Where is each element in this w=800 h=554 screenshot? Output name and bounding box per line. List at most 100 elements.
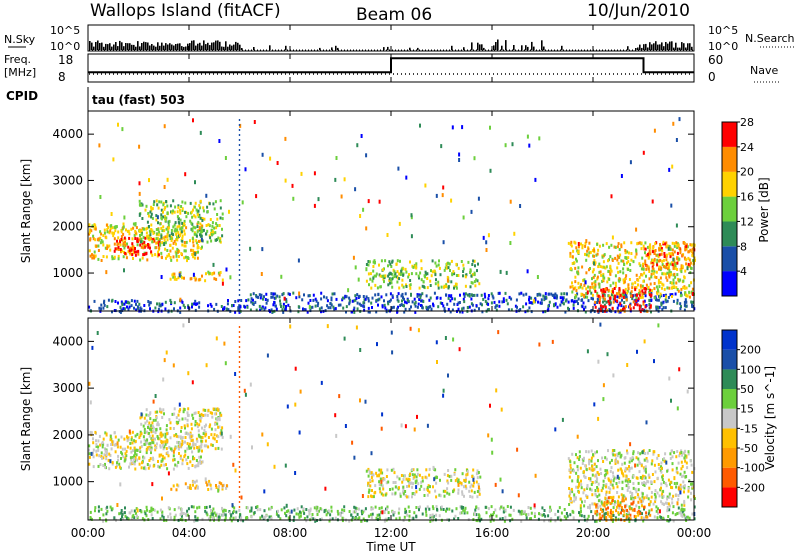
power-echo-cell: [100, 239, 103, 242]
velocity-echo-cell: [416, 472, 419, 476]
velocity-echo-cell: [595, 519, 598, 523]
power-echo-cell: [320, 297, 323, 301]
velocity-echo-cell: [648, 449, 651, 452]
velocity-echo-cell: [361, 510, 364, 514]
power-echo-cell: [238, 304, 241, 308]
power-echo-cell: [180, 252, 183, 256]
nave-tick-bottom: 0: [708, 70, 716, 84]
velocity-echo-cell: [672, 519, 675, 523]
velocity-echo-cell: [677, 506, 680, 510]
power-echo-cell: [214, 200, 217, 204]
power-echo-cell: [320, 291, 323, 295]
nsky-bar: [513, 45, 515, 50]
velocity-echo-cell: [609, 461, 611, 465]
velocity-echo-cell: [415, 490, 418, 494]
velocity-echo-cell: [476, 490, 479, 493]
power-echo-cell: [181, 243, 184, 247]
velocity-scatter-cell: [294, 366, 297, 371]
power-echo-cell: [399, 273, 402, 276]
power-echo-cell: [287, 303, 290, 307]
power-echo-cell: [190, 248, 193, 252]
velocity-echo-cell: [268, 507, 271, 511]
power-echo-cell: [353, 310, 356, 314]
power-echo-cell: [98, 306, 101, 310]
nsky-tick-top: 10^5: [50, 24, 80, 37]
power-echo-cell: [653, 270, 656, 274]
velocity-echo-cell: [464, 506, 467, 510]
power-echo-cell: [365, 295, 368, 299]
power-echo-cell: [177, 206, 180, 210]
power-echo-cell: [574, 266, 577, 270]
nsky-bar: [495, 42, 497, 50]
power-echo-cell: [673, 272, 676, 276]
velocity-echo-cell: [660, 515, 662, 519]
power-echo-cell: [164, 247, 167, 251]
velocity-echo-cell: [592, 468, 595, 472]
power-echo-cell: [634, 281, 637, 285]
power-echo-cell: [688, 258, 691, 262]
velocity-echo-cell: [471, 495, 474, 499]
power-echo-cell: [121, 238, 124, 242]
power-echo-cell: [173, 301, 176, 305]
velocity-echo-cell: [95, 439, 97, 443]
power-echo-cell: [475, 278, 478, 282]
power-echo-cell: [691, 300, 694, 304]
velocity-scatter-cell: [294, 471, 297, 475]
power-echo-cell: [468, 294, 471, 298]
power-echo-cell: [581, 244, 584, 248]
power-echo-cell: [114, 300, 117, 303]
velocity-echo-cell: [150, 437, 153, 441]
velocity-echo-cell: [297, 512, 300, 516]
power-echo-cell: [208, 202, 211, 206]
velocity-echo-cell: [268, 515, 271, 519]
velocity-echo-cell: [653, 450, 656, 454]
power-echo-cell: [433, 291, 436, 295]
power-echo-cell: [569, 254, 572, 258]
power-scatter-cell: [212, 262, 215, 267]
velocity-echo-cell: [397, 511, 400, 515]
power-echo-cell: [163, 229, 166, 233]
velocity-echo-cell: [146, 438, 149, 442]
velocity-echo-cell: [492, 511, 495, 515]
velocity-echo-cell: [193, 519, 196, 523]
power-echo-cell: [148, 243, 151, 247]
velocity-echo-cell: [150, 430, 153, 434]
power-echo-cell: [435, 296, 438, 300]
power-echo-cell: [462, 274, 464, 278]
velocity-echo-cell: [329, 517, 332, 521]
velocity-echo-cell: [463, 478, 466, 482]
velocity-echo-cell: [527, 512, 530, 516]
power-echo-cell: [646, 264, 649, 268]
power-echo-cell: [667, 296, 670, 299]
velocity-scatter-cell: [182, 323, 185, 328]
power-echo-cell: [155, 218, 158, 222]
velocity-echo-cell: [630, 502, 633, 506]
velocity-echo-cell: [177, 484, 180, 488]
velocity-echo-cell: [178, 441, 181, 445]
velocity-echo-cell: [476, 519, 479, 523]
velocity-echo-cell: [139, 450, 142, 453]
power-echo-cell: [560, 292, 563, 296]
power-echo-cell: [649, 243, 652, 247]
nsearch-tick-bottom: 10^0: [708, 40, 738, 53]
velocity-echo-cell: [350, 513, 353, 517]
velocity-echo-cell: [669, 482, 671, 486]
power-echo-cell: [429, 279, 432, 283]
power-echo-cell: [376, 286, 379, 290]
nsky-label: N.Sky: [4, 33, 36, 46]
velocity-echo-cell: [197, 464, 200, 468]
power-echo-cell: [604, 287, 607, 291]
velocity-echo-cell: [178, 409, 181, 413]
power-echo-cell: [455, 286, 458, 290]
velocity-echo-cell: [603, 473, 606, 477]
velocity-echo-cell: [283, 506, 286, 510]
velocity-echo-cell: [166, 467, 169, 471]
power-echo-cell: [674, 275, 677, 279]
power-echo-cell: [237, 308, 240, 312]
power-echo-cell: [149, 233, 152, 237]
power-echo-cell: [146, 235, 149, 239]
power-echo-cell: [345, 295, 348, 299]
velocity-echo-cell: [631, 502, 634, 506]
nsky-bar: [663, 46, 665, 50]
power-echo-cell: [594, 261, 597, 265]
